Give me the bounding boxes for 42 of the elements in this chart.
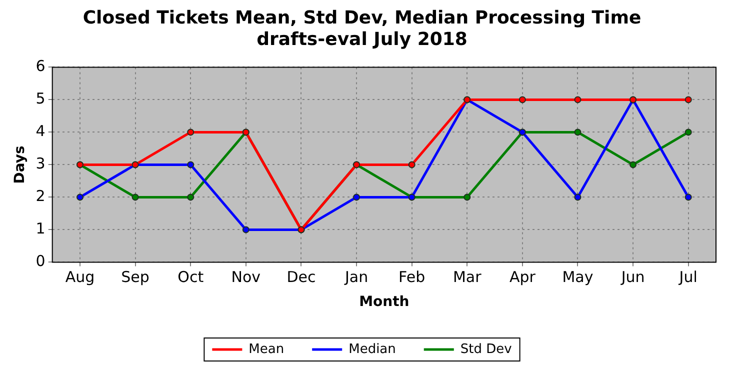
x-tick-label: Jun — [620, 268, 645, 286]
point — [574, 194, 582, 201]
x-tick-label: Jan — [344, 268, 368, 286]
y-tick-label: 1 — [36, 220, 46, 238]
y-tick-label: 3 — [36, 154, 46, 173]
point — [684, 96, 692, 104]
x-tick-label: Mar — [452, 268, 482, 286]
point — [187, 128, 194, 136]
x-tick-label: Sep — [121, 268, 150, 286]
point — [684, 194, 692, 201]
point — [187, 161, 194, 168]
y-tick-label: 4 — [36, 122, 46, 140]
y-tick-label: 5 — [36, 90, 46, 108]
point — [187, 194, 194, 201]
x-tick-label: Oct — [178, 268, 204, 286]
legend-label: Std Dev — [460, 342, 512, 357]
point — [242, 226, 250, 234]
y-tick-label: 0 — [36, 252, 46, 270]
x-tick-label: Nov — [231, 268, 261, 286]
point — [574, 96, 582, 104]
chart-title: Closed Tickets Mean, Std Dev, Median Processing Time drafts-eval July 2018 — [82, 7, 642, 50]
point — [518, 96, 526, 104]
x-tick-label: Aug — [65, 268, 95, 286]
y-tick-label: 6 — [36, 57, 46, 76]
point — [353, 194, 360, 201]
x-tick-label: Feb — [398, 268, 426, 286]
legend-label: Median — [348, 342, 396, 357]
point — [464, 194, 471, 201]
point — [574, 128, 582, 136]
x-axis-title: Month — [359, 294, 410, 310]
x-tick-label: Apr — [509, 268, 536, 286]
point — [684, 128, 692, 136]
point — [630, 161, 637, 168]
point — [132, 194, 139, 201]
x-tick-label: Dec — [286, 268, 316, 286]
x-tick-label: May — [562, 268, 594, 286]
y-tick-label: 2 — [36, 187, 46, 206]
y-axis-title: Days — [12, 146, 28, 184]
x-tick-label: Jul — [678, 268, 698, 286]
legend-label: Mean — [248, 342, 284, 357]
point — [408, 161, 416, 168]
point — [76, 194, 84, 201]
